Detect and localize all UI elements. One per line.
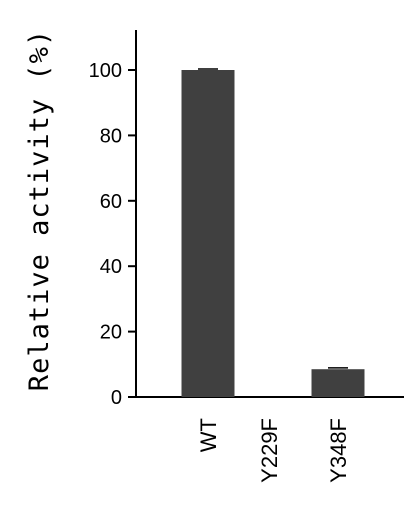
y-tick-label-60: 60 — [100, 191, 122, 213]
x-tick-label-wt: WT — [196, 418, 221, 452]
y-tick-label-40: 40 — [100, 256, 122, 278]
x-tick-label-y348f: Y348F — [326, 418, 351, 483]
bar-wt — [181, 70, 235, 397]
bar-y348f — [311, 369, 365, 397]
plot-area: 0 20 40 60 80 100 WT Y229F Y348F — [89, 30, 404, 483]
y-tick-label-80: 80 — [100, 125, 122, 147]
y-tick-label-20: 20 — [100, 322, 122, 344]
x-tick-label-y229f: Y229F — [257, 418, 282, 483]
y-tick-label-0: 0 — [111, 387, 122, 409]
y-tick-label-100: 100 — [89, 60, 122, 82]
y-axis-title: Relative activity (%) — [24, 29, 55, 391]
